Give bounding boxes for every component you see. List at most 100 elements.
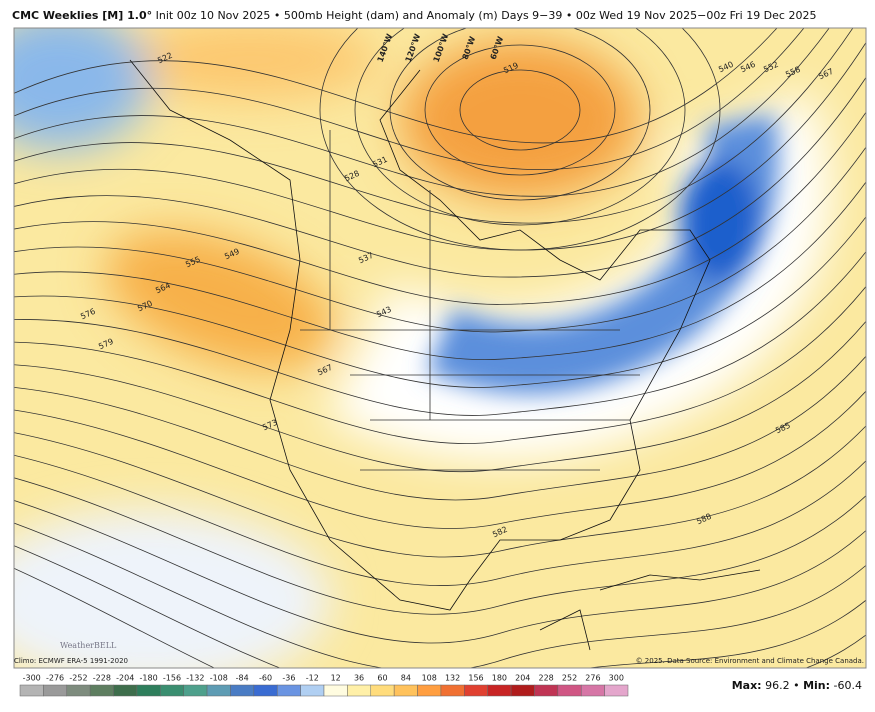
colorbar-swatch [253, 684, 278, 697]
contour [14, 76, 866, 278]
max-label: Max: [732, 679, 762, 692]
colorbar-swatch [510, 684, 535, 697]
contour [14, 181, 866, 361]
colorbar-label: 36 [354, 674, 364, 683]
colorbar-swatch [417, 684, 442, 697]
contour [14, 28, 854, 224]
days: Days 9−39 [501, 9, 562, 22]
model: CMC Weeklies [M] 1.0° [12, 9, 152, 22]
coastlines [129, 59, 761, 651]
colorbar-swatch [206, 684, 231, 697]
colorbar-swatch [604, 684, 629, 697]
credit: © 2025. Data Source: Environment and Cli… [636, 657, 864, 665]
colorbar-label: 228 [539, 674, 554, 683]
contour [14, 111, 866, 305]
colorbar-swatch [440, 684, 465, 697]
contour [14, 454, 866, 586]
colorbar-swatch [19, 684, 44, 697]
contour [14, 320, 866, 473]
colorbar-swatch [557, 684, 582, 697]
colorbar-label: -132 [186, 674, 204, 683]
climo: Climo: ECMWF ERA-5 1991-2020 [14, 657, 128, 665]
min-value: -60.4 [834, 679, 862, 692]
colorbar-label: -180 [140, 674, 158, 683]
logo: WeatherBELL [60, 641, 117, 650]
colorbar-label: -300 [23, 674, 41, 683]
colorbar-label: -156 [163, 674, 181, 683]
colorbar-label: 108 [422, 674, 437, 683]
contour [14, 250, 866, 416]
map-frame [13, 27, 867, 669]
colorbar-swatch [66, 684, 91, 697]
contour [14, 28, 830, 197]
contour [14, 146, 866, 333]
colorbar-swatch [89, 684, 114, 697]
colorbar-swatch [464, 684, 488, 697]
colorbar-label: 204 [515, 674, 530, 683]
init: Init 00z 10 Nov 2025 [156, 9, 271, 22]
contour [14, 500, 866, 644]
contour [14, 477, 866, 615]
colorbar-swatch [160, 684, 184, 697]
colorbar-label: -12 [306, 674, 319, 683]
contour [354, 28, 686, 226]
contour [14, 567, 866, 668]
colorbar-label: -36 [282, 674, 295, 683]
max-min: Max: 96.2 • Min: -60.4 [732, 679, 862, 692]
colorbar-swatch [393, 684, 418, 697]
colorbar-label: -108 [210, 674, 228, 683]
colorbar-swatch [136, 684, 161, 697]
contour [14, 355, 866, 501]
colorbar: -300 -276 -252 -228 -204 -180 -156 -132 -108 -84 -… [19, 674, 629, 697]
colorbar-swatch [347, 684, 372, 697]
colorbar-label: 132 [445, 674, 460, 683]
contour [14, 425, 866, 558]
colorbar-swatch [230, 684, 255, 697]
contour [14, 216, 866, 388]
colorbar-swatch [276, 684, 301, 697]
colorbar-swatch [487, 684, 512, 697]
colorbar-label: 180 [492, 674, 507, 683]
colorbar-swatch [370, 684, 395, 697]
colorbar-swatch [323, 684, 348, 697]
contour [424, 44, 616, 176]
contour [14, 28, 805, 170]
colorbar-label: 60 [377, 674, 387, 683]
colorbar-label: -84 [236, 674, 249, 683]
colorbar-label: 276 [585, 674, 600, 683]
colorbar-label: 300 [609, 674, 624, 683]
colorbar-label: 84 [401, 674, 411, 683]
colorbar-label: 12 [331, 674, 341, 683]
sep: • [274, 9, 281, 22]
colorbar-label: -204 [116, 674, 134, 683]
colorbar-swatch [113, 684, 138, 697]
borders [300, 130, 640, 471]
min-label: Min: [803, 679, 830, 692]
contour [14, 522, 866, 668]
valid: 00z Wed 19 Nov 2025−00z Fri 19 Dec 2025 [576, 9, 817, 22]
colorbar-label: -276 [46, 674, 64, 683]
colorbar-swatch [183, 684, 208, 697]
colorbar-label: 252 [562, 674, 577, 683]
contour [459, 69, 581, 151]
field: 500mb Height (dam) and Anomaly (m) [284, 9, 498, 22]
max-value: 96.2 [765, 679, 790, 692]
contour [14, 545, 866, 668]
colorbar-swatch [43, 684, 68, 697]
title: CMC Weeklies [M] 1.0° Init 00z 10 Nov 20… [12, 9, 816, 22]
contour [389, 28, 651, 201]
sep: • [793, 679, 800, 692]
contour [14, 390, 866, 529]
colorbar-label: -60 [259, 674, 272, 683]
sep: • [566, 9, 573, 22]
colorbar-swatch [534, 684, 559, 697]
contour [14, 285, 866, 444]
colorbar-label: -228 [93, 674, 111, 683]
colorbar-label: -252 [69, 674, 87, 683]
contour [319, 28, 721, 251]
colorbar-swatch [300, 684, 325, 697]
colorbar-swatch [580, 684, 605, 697]
